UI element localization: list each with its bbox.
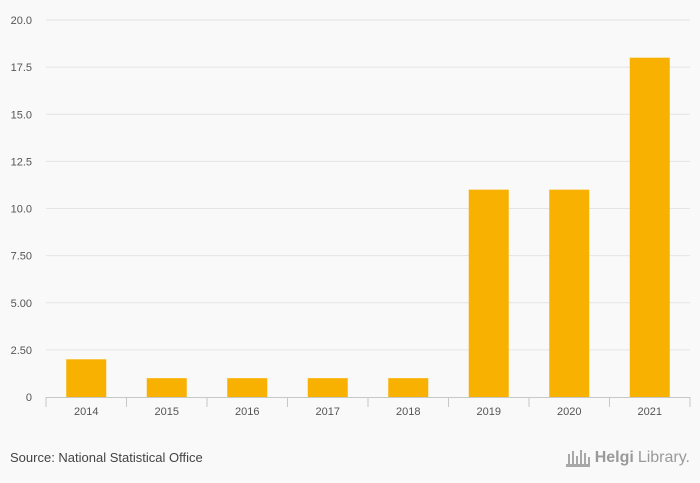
bar-2020 — [549, 189, 590, 397]
x-tick-label: 2019 — [477, 406, 501, 418]
x-tick-label: 2020 — [557, 406, 581, 418]
y-tick-label: 15.0 — [11, 109, 32, 121]
y-tick-label: 12.5 — [11, 156, 32, 168]
y-tick-label: 20.0 — [11, 15, 32, 27]
chart-svg: 0 2.50 5.00 7.50 10.0 12.5 15.0 17.5 20.0 2014 201… — [11, 15, 691, 418]
source-note: Source: National Statistical Office — [10, 450, 203, 465]
bar-2018 — [388, 378, 429, 397]
library-building-icon — [565, 450, 590, 467]
y-tick-label: 5.00 — [11, 298, 32, 310]
bar-2019 — [468, 189, 509, 397]
x-tick-label: 2018 — [396, 406, 420, 418]
bar-2015 — [146, 378, 187, 397]
y-tick-label: 2.50 — [11, 345, 32, 357]
bar-2017 — [307, 378, 348, 397]
x-tick-label: 2016 — [235, 406, 259, 418]
x-tick-label: 2021 — [638, 406, 662, 418]
brand-logo: Helgi Library. — [565, 448, 690, 468]
y-tick-label: 7.50 — [11, 251, 32, 263]
bar-2016 — [227, 378, 268, 397]
brand-name: Helgi — [594, 449, 634, 466]
brand-suffix: Library. — [637, 449, 690, 466]
bar-chart: 0 2.50 5.00 7.50 10.0 12.5 15.0 17.5 20.0 2014 201… — [11, 15, 691, 418]
x-tick-label: 2015 — [155, 406, 179, 418]
x-tick-label: 2014 — [74, 406, 98, 418]
y-tick-label: 10.0 — [11, 204, 32, 216]
bar-2021 — [629, 57, 670, 397]
y-tick-label: 0 — [26, 392, 32, 404]
y-tick-label: 17.5 — [11, 62, 32, 74]
x-tick-label: 2017 — [316, 406, 340, 418]
bar-2014 — [66, 359, 107, 397]
